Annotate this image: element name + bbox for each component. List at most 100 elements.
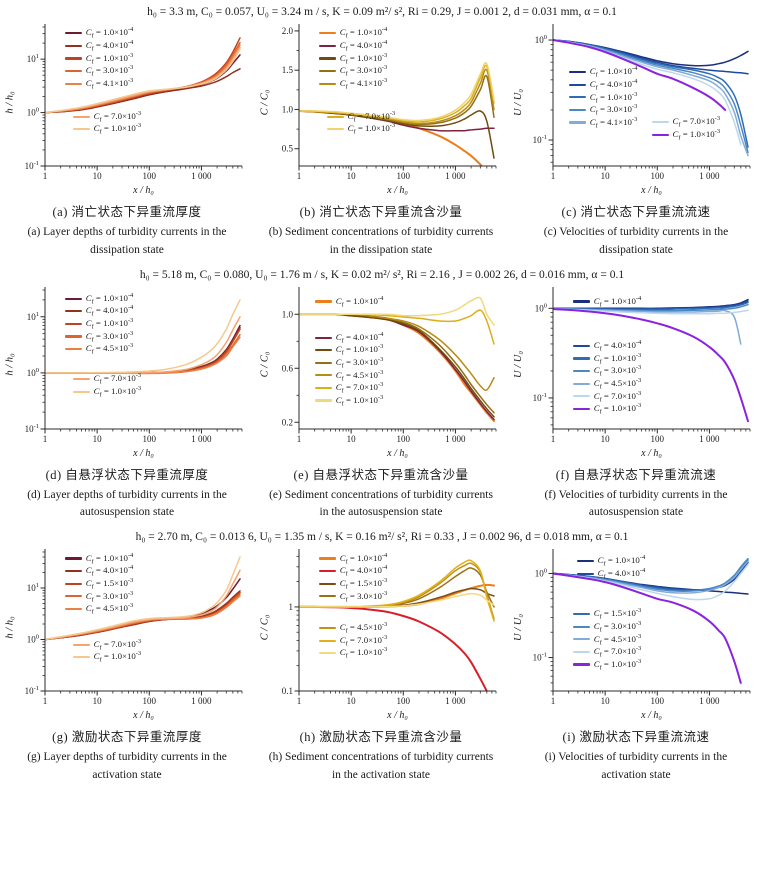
legend-item: Cf = 1.0×10-4 <box>314 295 383 308</box>
legend-label: Cf = 1.0×10-4 <box>85 26 134 41</box>
svg-text:1: 1 <box>43 696 48 706</box>
svg-text:100: 100 <box>535 568 547 579</box>
caption-b-zh: (b) 消亡状态下异重流含沙量 <box>299 205 463 219</box>
legend-swatch <box>314 349 332 352</box>
svg-text:1: 1 <box>289 602 294 612</box>
caption-f: (f) 自悬浮状态下异重流流速 (f) Velocities of turbid… <box>508 461 764 523</box>
legend-label: Cf = 4.0×10-4 <box>85 39 134 53</box>
legend-label: Cf = 4.0×10-4 <box>339 39 388 53</box>
legend-label: Cf = 3.0×10-3 <box>589 103 638 117</box>
caption-i: (i) 激励状态下异重流流速 (i) Velocities of turbidi… <box>508 723 764 785</box>
legend-swatch <box>651 133 669 136</box>
legend-item: Cf = 1.0×10-3 <box>651 128 720 142</box>
legend-swatch <box>314 399 332 402</box>
legend-swatch <box>318 595 336 598</box>
legend-item: Cf = 1.0×10-4 <box>64 291 134 306</box>
x-axis-label: x / h₀ <box>641 710 662 722</box>
legend-swatch <box>318 82 336 85</box>
legend-label: Cf = 1.0×10-3 <box>85 317 134 331</box>
legend-swatch <box>651 121 669 124</box>
legend-item: Cf = 7.0×10-3 <box>572 645 641 659</box>
svg-text:10: 10 <box>601 696 611 706</box>
svg-text:10: 10 <box>347 171 357 181</box>
chart-e: 1 10 100 1 000 0.2 0.6 1.0 x / h₀ Cf = 1.0×10-4 C… <box>271 285 503 459</box>
legend-label: Cf = 3.0×10-3 <box>85 64 134 78</box>
legend-group: Cf = 1.0×10-4 Cf = 4.0×10-4 <box>576 554 646 581</box>
legend-item: Cf = 1.5×10-3 <box>572 607 641 621</box>
svg-text:10-1: 10-1 <box>533 652 547 663</box>
legend-label: Cf = 1.0×10-4 <box>593 294 642 309</box>
legend-swatch <box>326 128 344 131</box>
svg-text:1: 1 <box>297 434 302 444</box>
series-line <box>553 307 749 315</box>
chart-svg-i: 1 10 100 1 000 10-1 100 <box>533 549 751 706</box>
legend-label: Cf = 1.0×10-4 <box>339 26 388 41</box>
caption-e: (e) 自悬浮状态下异重流含沙量 (e) Sediment concentrat… <box>254 461 508 523</box>
caption-g: (g) 激励状态下异重流厚度 (g) Layer depths of turbi… <box>0 723 254 785</box>
svg-text:100: 100 <box>535 302 547 313</box>
legend-item: Cf = 3.0×10-3 <box>318 64 387 78</box>
svg-text:1 000: 1 000 <box>191 434 212 444</box>
svg-text:1 000: 1 000 <box>191 171 212 181</box>
x-axis-label: x / h₀ <box>133 710 154 722</box>
legend-label: Cf = 1.0×10-4 <box>85 291 134 306</box>
legend-swatch <box>572 638 590 641</box>
legend-swatch <box>72 115 90 118</box>
legend-label: Cf = 4.0×10-4 <box>597 567 646 581</box>
svg-text:100: 100 <box>27 634 39 645</box>
panel-f: U / U₀ 1 10 100 1 000 10-1 100 x / h₀ Cf = 1.0×… <box>508 285 764 459</box>
chart-svg-e: 1 10 100 1 000 0.2 0.6 1.0 <box>282 286 497 444</box>
legend-swatch <box>72 378 90 381</box>
legend-item: Cf = 1.0×10-4 <box>576 554 645 568</box>
legend-label: Cf = 4.0×10-4 <box>589 77 638 92</box>
caption-d-en: (d) Layer depths of turbidity currents i… <box>27 488 227 519</box>
legend-swatch <box>572 370 590 373</box>
legend-item: Cf = 1.5×10-3 <box>64 577 133 591</box>
chart-d: 1 10 100 1 000 10-1 100 101 x / h₀ Cf = 1.0×10-4… <box>17 285 249 459</box>
caption-a-en: (a) Layer depths of turbidity currents i… <box>27 226 227 256</box>
svg-text:10-1: 10-1 <box>25 685 39 696</box>
legend-item: Cf = 7.0×10-3 <box>572 390 641 403</box>
legend-item: Cf = 1.0×10-4 <box>64 552 133 565</box>
legend-swatch <box>314 300 332 303</box>
legend-swatch <box>318 626 336 630</box>
legend-label: Cf = 4.0×10-4 <box>85 304 134 319</box>
legend-item: Cf = 1.0×10-4 <box>318 552 387 565</box>
x-axis-label: x / h₀ <box>641 447 662 459</box>
legend-swatch <box>318 652 336 655</box>
legend-item: Cf = 4.1×10-3 <box>568 116 637 129</box>
legend-swatch <box>568 96 586 99</box>
y-axis-label-e: C / C₀ <box>259 351 271 378</box>
legend-item: Cf = 3.0×10-3 <box>64 590 133 603</box>
svg-text:101: 101 <box>27 53 39 64</box>
caption-b: (b) 消亡状态下异重流含沙量 (b) Sediment concentrati… <box>254 198 508 260</box>
svg-text:100: 100 <box>27 107 39 118</box>
legend-item: Cf = 3.0×10-3 <box>314 356 383 370</box>
legend-label: Cf = 1.0×10-3 <box>589 90 638 105</box>
legend-item: Cf = 3.0×10-3 <box>64 64 134 78</box>
legend-item: Cf = 7.0×10-3 <box>72 638 141 652</box>
legend-swatch <box>72 656 90 659</box>
legend-swatch <box>64 82 82 85</box>
legend-item: Cf = 1.0×10-3 <box>72 385 141 399</box>
svg-text:1: 1 <box>43 434 48 444</box>
chart-svg-a: 1 10 100 1 000 10-1 100 101 <box>25 24 243 181</box>
y-axis-label-d: h / h₀ <box>5 353 17 376</box>
svg-text:1 000: 1 000 <box>699 696 720 706</box>
legend-item: Cf = 4.1×10-3 <box>64 77 133 91</box>
legend-item: Cf = 4.5×10-3 <box>318 621 387 635</box>
panel-i: U / U₀ 1 10 100 1 000 10-1 100 x / h₀ Cf = 1.0×… <box>508 547 764 721</box>
legend-item: Cf = 1.0×10-4 <box>572 294 642 309</box>
legend-swatch <box>64 69 82 73</box>
legend-swatch <box>568 108 586 112</box>
panel-g: h / h₀ 1 10 100 1 000 10-1 100 101 x / h₀ Cf = 1… <box>0 547 254 721</box>
legend-swatch <box>572 382 590 385</box>
legend-swatch <box>64 607 82 611</box>
legend-swatch <box>64 310 82 313</box>
caption-d: (d) 自悬浮状态下异重流厚度 (d) Layer depths of turb… <box>0 461 254 523</box>
legend-item: Cf = 1.0×10-3 <box>64 317 134 331</box>
legend-swatch <box>568 83 586 86</box>
legend-item: Cf = 4.0×10-4 <box>64 39 134 53</box>
legend-label: Cf = 4.5×10-3 <box>85 602 134 616</box>
svg-text:10: 10 <box>93 171 103 181</box>
